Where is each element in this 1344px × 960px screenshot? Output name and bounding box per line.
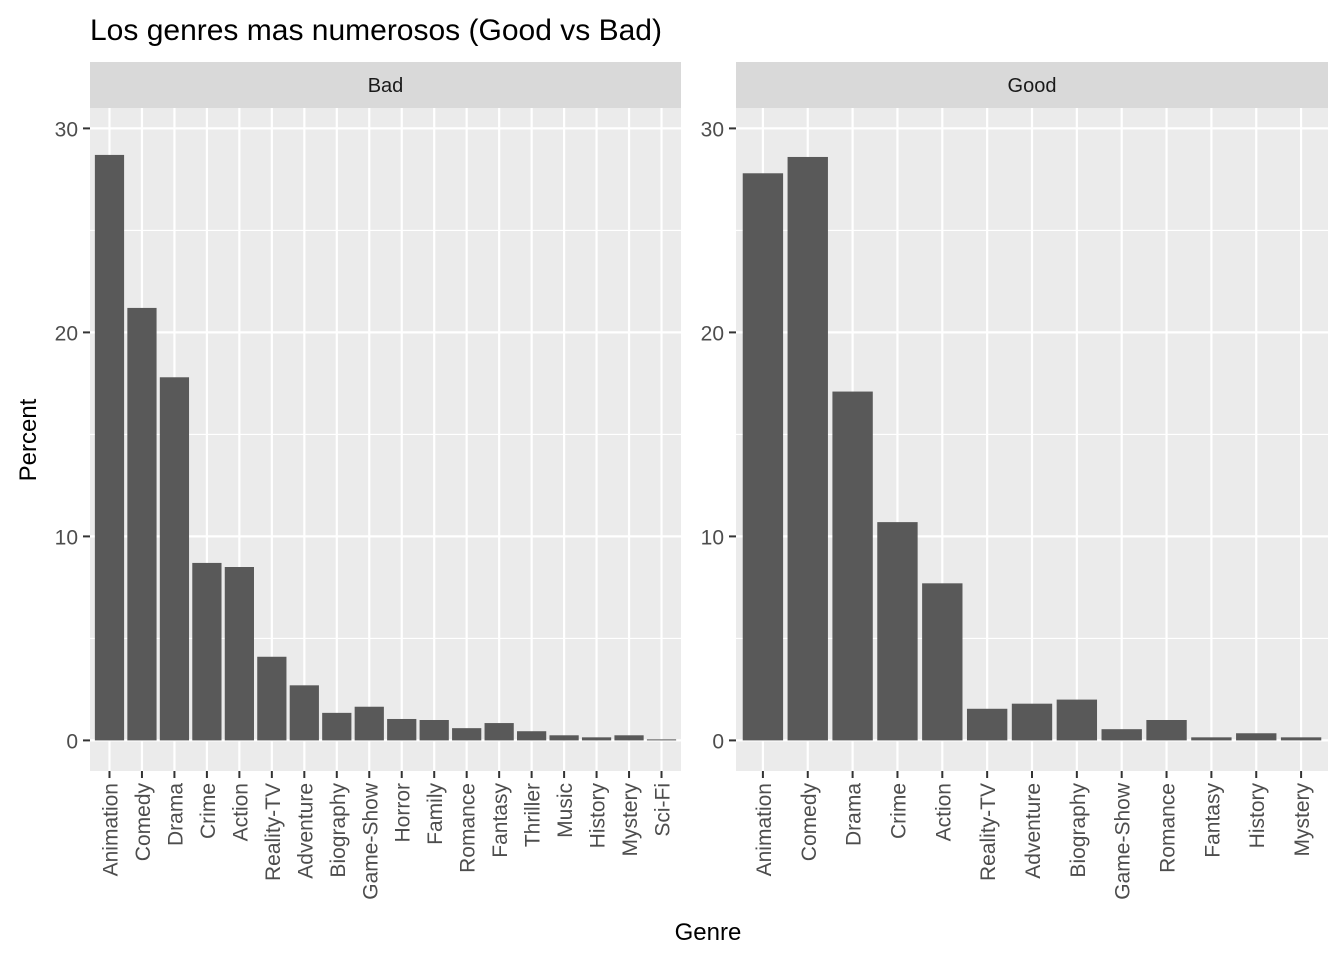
x-tick-label-game-show: Game-Show [1112,782,1135,900]
bar-bad-biography [322,712,352,741]
x-tick-label-biography: Biography [1067,783,1090,878]
x-tick-label-thriller: Thriller [522,783,545,847]
facet-bad: Bad 0 10 20 30 Animation Comedy Drama Crime Actio… [55,62,681,900]
bar-bad-reality-tv [257,656,287,741]
x-tick-label-sci-fi: Sci-Fi [652,783,675,837]
bar-good-history [1236,733,1277,741]
y-tick-label: 30 [701,118,724,141]
bar-bad-romance [452,728,482,741]
x-tick-label-reality-tv: Reality-TV [262,783,285,881]
x-tick-label-music: Music [554,783,577,838]
x-tick-label-reality-tv: Reality-TV [977,783,1000,881]
y-tick-label: 0 [712,730,724,753]
bar-good-biography [1056,699,1098,741]
facet-strip-label-bad: Bad [368,75,404,97]
bar-bad-sci-fi [646,739,677,741]
bar-good-mystery [1280,737,1322,741]
bar-good-romance [1146,720,1187,741]
y-tick-label: 20 [55,322,78,345]
bar-bad-mystery [614,735,644,741]
x-tick-label-horror: Horror [392,783,415,843]
x-tick-label-romance: Romance [457,783,480,873]
bar-good-crime [877,522,918,741]
bar-bad-music [549,735,579,741]
bar-good-adventure [1011,703,1053,741]
bar-bad-adventure [289,685,319,741]
y-tick-label: 10 [55,526,78,549]
y-tick-label: 30 [55,118,78,141]
chart-title: Los genres mas numerosos (Good vs Bad) [90,14,662,47]
facet-strip-label-good: Good [1008,75,1057,97]
x-tick-label-comedy: Comedy [132,783,155,862]
x-tick-label-adventure: Adventure [294,783,317,879]
x-tick-label-mystery: Mystery [1291,783,1314,857]
bar-good-animation [742,173,784,741]
facet-good: Good 0 10 20 30 Animation Comedy Drama Crime Acti… [701,62,1328,900]
x-tick-label-romance: Romance [1157,783,1180,873]
y-axis-title: Percent [15,398,42,481]
bar-good-reality-tv [966,708,1008,741]
facet-panels: Bad 0 10 20 30 Animation Comedy Drama Crime Actio… [55,62,1328,900]
x-tick-label-fantasy: Fantasy [489,783,512,858]
bar-bad-thriller [517,731,547,741]
x-tick-label-history: History [587,783,610,849]
bar-bad-crime [192,562,222,741]
bar-good-comedy [787,156,828,741]
bar-good-fantasy [1191,737,1232,741]
bar-bad-animation [94,154,125,741]
x-tick-label-fantasy: Fantasy [1201,783,1224,858]
x-tick-label-animation: Animation [753,783,776,876]
bar-bad-comedy [127,307,157,741]
y-tick-label: 0 [66,730,78,753]
bar-good-drama [832,391,873,741]
x-tick-label-comedy: Comedy [798,783,821,862]
bar-good-action [922,583,963,741]
x-tick-label-crime: Crime [887,783,910,839]
bar-bad-action [224,567,254,741]
x-tick-label-action: Action [932,783,955,841]
bar-bad-game-show [354,706,384,741]
bar-bad-family [419,720,449,741]
bar-bad-fantasy [484,723,514,741]
x-tick-label-animation: Animation [99,783,122,876]
x-tick-label-family: Family [424,783,447,845]
facet-strip-good [736,62,1328,108]
bar-good-game-show [1101,729,1142,741]
x-tick-label-biography: Biography [327,783,350,878]
x-tick-label-action: Action [229,783,252,841]
x-tick-label-crime: Crime [197,783,220,839]
x-tick-label-history: History [1246,783,1269,849]
x-tick-label-adventure: Adventure [1022,783,1045,879]
x-tick-label-game-show: Game-Show [359,782,382,900]
bar-bad-drama [159,377,190,741]
x-tick-label-drama: Drama [843,783,866,846]
x-tick-label-drama: Drama [164,783,187,846]
bar-bad-history [581,737,612,741]
x-axis-title: Genre [675,919,742,946]
facet-strip-bad [90,62,681,108]
bar-bad-horror [387,718,417,741]
y-tick-label: 10 [701,526,724,549]
y-tick-label: 20 [701,322,724,345]
x-tick-label-mystery: Mystery [619,783,642,857]
